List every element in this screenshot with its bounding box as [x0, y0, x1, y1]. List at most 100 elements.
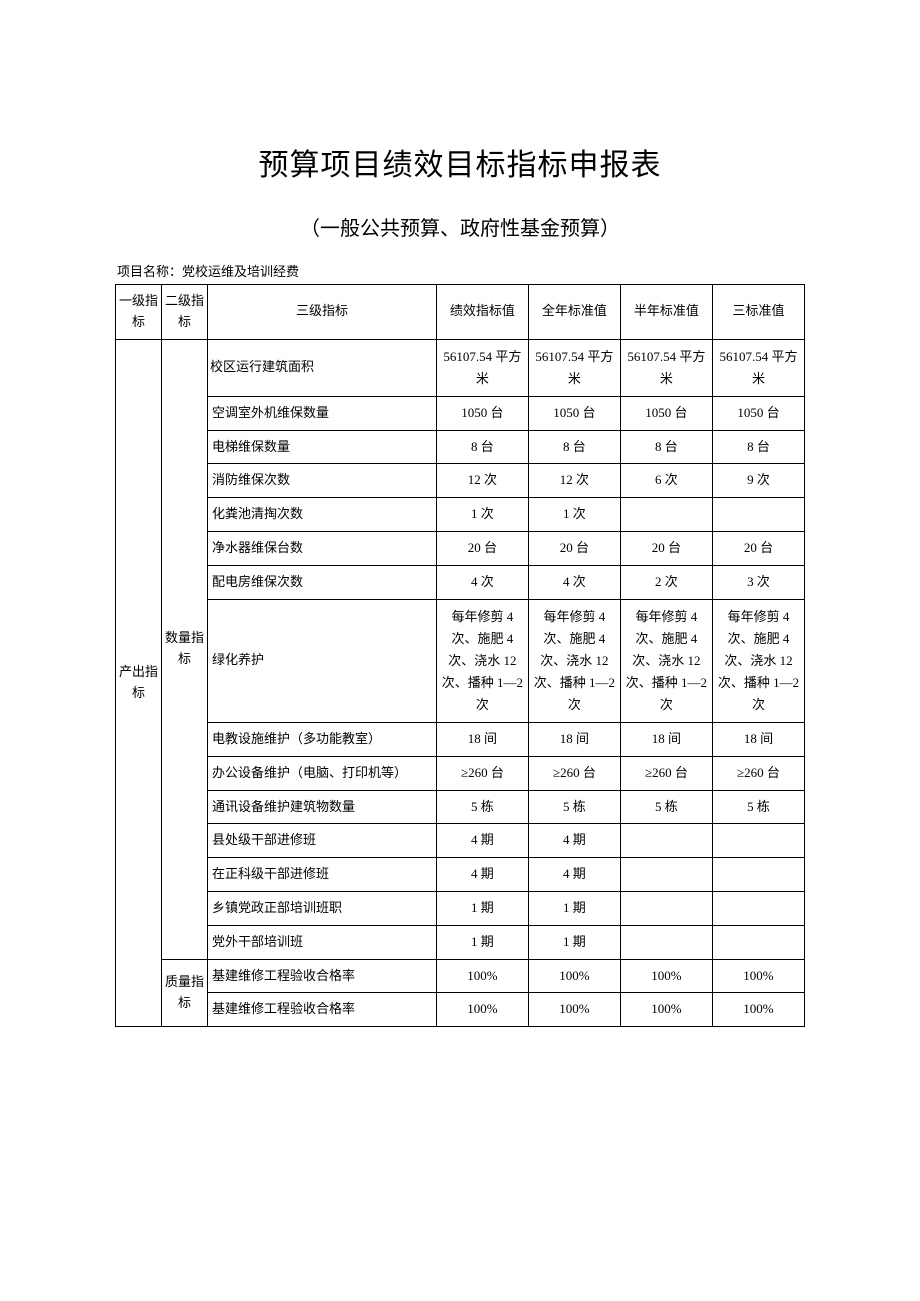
value-cell [712, 824, 804, 858]
value-cell: 4 期 [436, 858, 528, 892]
value-cell: 56107.54 平方米 [620, 339, 712, 396]
value-cell: 100% [528, 959, 620, 993]
value-cell: 4 次 [528, 565, 620, 599]
level3-cell: 办公设备维护（电脑、打印机等） [208, 756, 437, 790]
value-cell: 20 台 [528, 531, 620, 565]
value-cell: 1050 台 [712, 396, 804, 430]
value-cell: 1 次 [436, 498, 528, 532]
page-title: 预算项目绩效目标指标申报表 [115, 140, 805, 184]
value-cell: 9 次 [712, 464, 804, 498]
value-cell: ≥260 台 [528, 756, 620, 790]
value-cell: 1 期 [436, 892, 528, 926]
value-cell: 1050 台 [528, 396, 620, 430]
table-row: 基建维修工程验收合格率 100% 100% 100% 100% [116, 993, 805, 1027]
value-cell: 4 期 [528, 824, 620, 858]
value-cell [712, 892, 804, 926]
level3-cell: 基建维修工程验收合格率 [208, 993, 437, 1027]
table-row: 党外干部培训班 1 期 1 期 [116, 925, 805, 959]
value-cell: 100% [436, 993, 528, 1027]
value-cell: 20 台 [620, 531, 712, 565]
table-row: 办公设备维护（电脑、打印机等） ≥260 台 ≥260 台 ≥260 台 ≥26… [116, 756, 805, 790]
value-cell [620, 925, 712, 959]
level3-cell: 党外干部培训班 [208, 925, 437, 959]
table-row: 配电房维保次数 4 次 4 次 2 次 3 次 [116, 565, 805, 599]
project-name-label: 项目名称：党校运维及培训经费 [115, 261, 805, 280]
table-row: 电梯维保数量 8 台 8 台 8 台 8 台 [116, 430, 805, 464]
value-cell: 12 次 [528, 464, 620, 498]
header-val3: 半年标准值 [620, 285, 712, 340]
value-cell: 8 台 [712, 430, 804, 464]
level3-cell: 消防维保次数 [208, 464, 437, 498]
level3-cell: 电梯维保数量 [208, 430, 437, 464]
level2-quality-cell: 质量指标 [162, 959, 208, 1027]
level3-cell: 电教设施维护（多功能教室） [208, 723, 437, 757]
table-row: 消防维保次数 12 次 12 次 6 次 9 次 [116, 464, 805, 498]
header-level1: 一级指标 [116, 285, 162, 340]
value-cell: 1 次 [528, 498, 620, 532]
value-cell: 100% [620, 959, 712, 993]
table-row: 净水器维保台数 20 台 20 台 20 台 20 台 [116, 531, 805, 565]
value-cell: 1050 台 [436, 396, 528, 430]
table-row: 质量指标 基建维修工程验收合格率 100% 100% 100% 100% [116, 959, 805, 993]
level3-cell: 通讯设备维护建筑物数量 [208, 790, 437, 824]
table-row: 空调室外机维保数量 1050 台 1050 台 1050 台 1050 台 [116, 396, 805, 430]
indicator-table: 一级指标 二级指标 三级指标 绩效指标值 全年标准值 半年标准值 三标准值 产出… [115, 284, 805, 1027]
value-cell: 2 次 [620, 565, 712, 599]
value-cell: 18 间 [620, 723, 712, 757]
level3-cell: 配电房维保次数 [208, 565, 437, 599]
table-row: 通讯设备维护建筑物数量 5 栋 5 栋 5 栋 5 栋 [116, 790, 805, 824]
level3-cell: 绿化养护 [208, 599, 437, 722]
header-level3: 三级指标 [208, 285, 437, 340]
value-cell: 3 次 [712, 565, 804, 599]
page-subtitle: （一般公共预算、政府性基金预算） [115, 212, 805, 241]
value-cell [712, 498, 804, 532]
value-cell [620, 892, 712, 926]
value-cell: 100% [712, 959, 804, 993]
value-cell: 56107.54 平方米 [528, 339, 620, 396]
value-cell: 1 期 [528, 925, 620, 959]
table-row: 县处级干部进修班 4 期 4 期 [116, 824, 805, 858]
value-cell: 1 期 [436, 925, 528, 959]
level3-cell: 基建维修工程验收合格率 [208, 959, 437, 993]
value-cell: ≥260 台 [436, 756, 528, 790]
value-cell: 100% [436, 959, 528, 993]
value-cell: 8 台 [620, 430, 712, 464]
value-cell [712, 925, 804, 959]
table-row: 产出指标 数量指标 校区运行建筑面积 56107.54 平方米 56107.54… [116, 339, 805, 396]
value-cell: 每年修剪 4 次、施肥 4 次、浇水 12 次、播种 1—2 次 [436, 599, 528, 722]
level2-qty-cell: 数量指标 [162, 339, 208, 959]
value-cell [620, 824, 712, 858]
table-header-row: 一级指标 二级指标 三级指标 绩效指标值 全年标准值 半年标准值 三标准值 [116, 285, 805, 340]
value-cell: 5 栋 [712, 790, 804, 824]
level3-cell: 空调室外机维保数量 [208, 396, 437, 430]
value-cell: 20 台 [436, 531, 528, 565]
value-cell: 100% [620, 993, 712, 1027]
value-cell: 56107.54 平方米 [712, 339, 804, 396]
level3-cell: 化粪池清掏次数 [208, 498, 437, 532]
value-cell: 6 次 [620, 464, 712, 498]
level3-cell: 净水器维保台数 [208, 531, 437, 565]
level1-cell: 产出指标 [116, 339, 162, 1027]
header-val2: 全年标准值 [528, 285, 620, 340]
value-cell [620, 498, 712, 532]
table-row: 乡镇党政正部培训班职 1 期 1 期 [116, 892, 805, 926]
value-cell: 每年修剪 4 次、施肥 4 次、浇水 12 次、播种 1—2 次 [528, 599, 620, 722]
value-cell: 5 栋 [436, 790, 528, 824]
value-cell: ≥260 台 [712, 756, 804, 790]
value-cell [712, 858, 804, 892]
value-cell [620, 858, 712, 892]
level3-cell: 县处级干部进修班 [208, 824, 437, 858]
value-cell: 8 台 [436, 430, 528, 464]
value-cell: 18 间 [528, 723, 620, 757]
value-cell: 56107.54 平方米 [436, 339, 528, 396]
value-cell: ≥260 台 [620, 756, 712, 790]
value-cell: 每年修剪 4 次、施肥 4 次、浇水 12 次、播种 1—2 次 [620, 599, 712, 722]
header-level2: 二级指标 [162, 285, 208, 340]
value-cell: 100% [712, 993, 804, 1027]
table-row: 在正科级干部进修班 4 期 4 期 [116, 858, 805, 892]
header-val1: 绩效指标值 [436, 285, 528, 340]
value-cell: 5 栋 [620, 790, 712, 824]
value-cell: 8 台 [528, 430, 620, 464]
level3-cell: 乡镇党政正部培训班职 [208, 892, 437, 926]
value-cell: 每年修剪 4 次、施肥 4 次、浇水 12 次、播种 1—2 次 [712, 599, 804, 722]
